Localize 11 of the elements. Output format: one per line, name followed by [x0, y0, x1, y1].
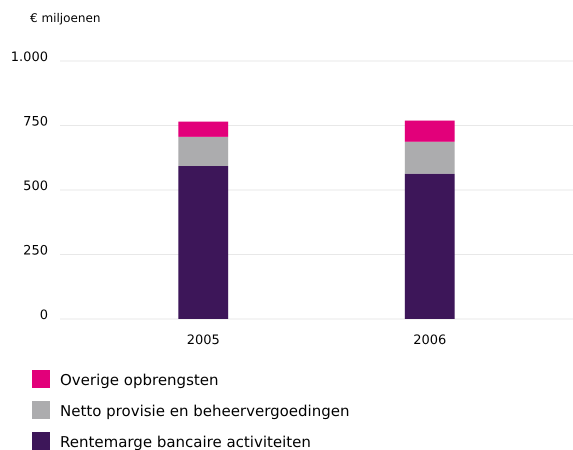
legend-label: Overige opbrengsten	[60, 371, 219, 389]
y-tick-label: 0	[40, 308, 48, 323]
y-tick-label: 500	[23, 179, 48, 194]
x-tick-label: 2005	[186, 333, 220, 348]
legend-label: Rentemarge bancaire activiteiten	[60, 433, 311, 450]
y-tick-label: 1.000	[10, 50, 48, 65]
y-tick-label: 750	[23, 114, 48, 130]
y-tick-label: 250	[23, 244, 48, 258]
x-tick-label: 2006	[413, 333, 446, 348]
y-axis-title: € miljoenen	[30, 11, 100, 25]
legend-label: Netto provisie en beheervergoedingen	[60, 402, 350, 420]
